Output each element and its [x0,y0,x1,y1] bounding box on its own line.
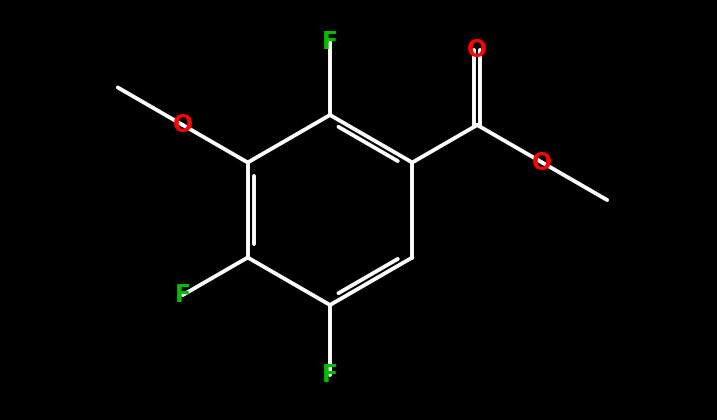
Text: F: F [322,363,338,387]
Text: O: O [173,113,193,137]
Text: O: O [532,150,552,174]
Text: F: F [322,30,338,54]
Text: F: F [175,283,191,307]
Text: O: O [467,38,488,62]
